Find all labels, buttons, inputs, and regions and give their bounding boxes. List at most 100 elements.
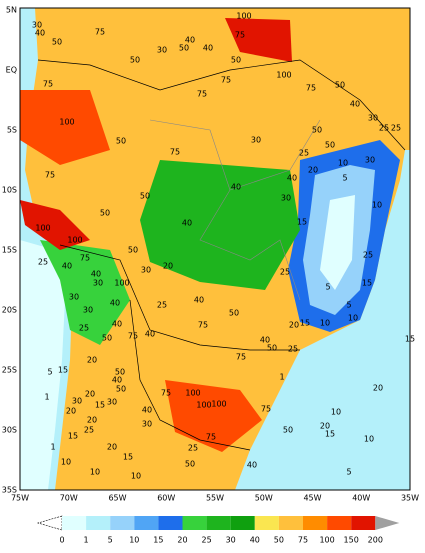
contour-label: 20 [289, 321, 299, 330]
contour-label: 50 [325, 141, 335, 150]
contour-label: 75 [170, 148, 180, 157]
contour-label: 10 [338, 159, 348, 168]
wet-south [165, 380, 262, 452]
lon-label: 60W [157, 494, 175, 503]
contour-label: 75 [221, 76, 231, 85]
lat-label: 5S [7, 126, 17, 135]
contour-label: 100 [236, 12, 251, 21]
contour-label: 40 [247, 461, 257, 470]
colorbar-label: 50 [274, 536, 284, 545]
contour-label: 15 [58, 366, 68, 375]
contour-label: 30 [83, 306, 93, 315]
contour-label: 50 [116, 137, 126, 146]
colorbar-band [278, 516, 303, 530]
colorbar-band [86, 516, 111, 530]
colorbar-label: 100 [319, 536, 334, 545]
colorbar-band [134, 516, 159, 530]
contour-label: 5 [346, 301, 351, 310]
contour-label: 25 [299, 149, 309, 158]
contour-label: 75 [45, 171, 55, 180]
contour-label: 30 [93, 279, 103, 288]
colorbar-band [254, 516, 279, 530]
contour-label: 25 [188, 444, 198, 453]
state-borders [149, 119, 321, 301]
colorbar-label: 75 [298, 536, 308, 545]
contour-label: 30 [32, 21, 42, 30]
lon-label: 65W [108, 494, 126, 503]
contour-label: 40 [35, 29, 45, 38]
wet-north [225, 18, 292, 62]
lon-label: 35W [401, 494, 419, 503]
contour-label: 40 [182, 219, 192, 228]
lon-label: 55W [206, 494, 224, 503]
contour-label: 75 [95, 28, 105, 37]
contour-label: 50 [267, 344, 277, 353]
contour-label: 25 [84, 426, 94, 435]
contour-label: 40 [112, 320, 122, 329]
contour-label: 50 [130, 56, 140, 65]
lon-label: 75W [11, 494, 29, 503]
contour-label: 20 [373, 384, 383, 393]
contour-label: 10 [90, 468, 100, 477]
contour-label: 100 [35, 224, 50, 233]
contour-label: 15 [68, 432, 78, 441]
contour-label: 25 [379, 124, 389, 133]
contour-label: 30 [107, 398, 117, 407]
contour-label: 75 [80, 254, 90, 263]
contour-label: 5 [346, 468, 351, 477]
colorbar-band [62, 516, 87, 530]
colorbar-label: 5 [108, 536, 113, 545]
colorbar-under [36, 515, 63, 531]
contour-label: 30 [281, 194, 291, 203]
contour-label: 20 [163, 262, 173, 271]
lat-label: 10S [2, 186, 17, 195]
contour-label: 20 [107, 443, 117, 452]
lat-label: 35S [2, 486, 17, 495]
contour-label: 15 [297, 218, 307, 227]
contour-label: 75 [206, 433, 216, 442]
lon-label: 40W [352, 494, 370, 503]
contour-label: 20 [308, 166, 318, 175]
contour-label: 50 [283, 426, 293, 435]
contour-label: 75 [261, 405, 271, 414]
contour-label: 10 [331, 408, 341, 417]
colorbar-label: 30 [226, 536, 236, 545]
lat-label: 20S [2, 306, 17, 315]
contour-label: 10 [348, 314, 358, 323]
contour-label: 75 [161, 389, 171, 398]
contour-label: 30 [368, 114, 378, 123]
contour-label: 40 [194, 296, 204, 305]
contour-label: 20 [85, 390, 95, 399]
wet-northwest [20, 90, 110, 165]
colorbar-label: 10 [129, 536, 139, 545]
borders [37, 59, 406, 451]
colorbar-band [303, 516, 328, 530]
colorbar-label: 150 [344, 536, 359, 545]
frame [19, 7, 411, 491]
dry-core [320, 195, 355, 290]
contour-label: 100 [67, 236, 82, 245]
colorbar-over [375, 516, 400, 530]
contour-label: 75 [128, 332, 138, 341]
colorbar-label: 40 [250, 536, 260, 545]
colorbar-label: 15 [153, 536, 163, 545]
contour-label: 40 [91, 270, 101, 279]
contour-label: 50 [115, 368, 125, 377]
contour-label: 20 [66, 407, 76, 416]
contour-label: 75 [197, 90, 207, 99]
contour-label: 75 [306, 84, 316, 93]
contour-label: 40 [350, 100, 360, 109]
contour-label: 1 [279, 373, 284, 382]
contour-label: 15 [123, 453, 133, 462]
contour-label: 50 [312, 126, 322, 135]
colorbar-band [351, 516, 376, 530]
contour-label: 40 [110, 299, 120, 308]
contour-label: 15 [362, 279, 372, 288]
colorbar-label: 1 [84, 536, 89, 545]
contour-label: 25 [288, 345, 298, 354]
contour-label: 50 [335, 81, 345, 90]
lat-label: 25S [2, 366, 17, 375]
contour-label: 50 [116, 385, 126, 394]
contour-label: 40 [260, 336, 270, 345]
